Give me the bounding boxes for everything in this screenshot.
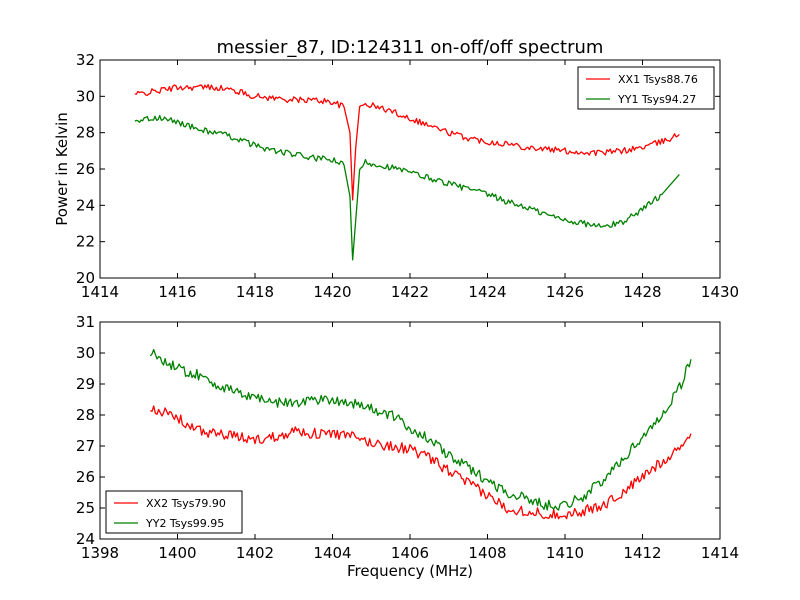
y-tick-label: 27: [76, 437, 95, 455]
y-tick-label: 30: [76, 344, 95, 362]
series-line-xx1: [134, 84, 680, 201]
x-axis-label: Frequency (MHz): [347, 562, 473, 580]
y-tick-label: 20: [76, 269, 95, 287]
y-tick-label: 28: [76, 124, 95, 142]
x-tick-label: 1414: [81, 283, 119, 301]
x-tick-label: 1404: [313, 544, 351, 562]
x-tick-label: 1408: [468, 544, 506, 562]
y-tick-label: 26: [76, 160, 95, 178]
x-tick-label: 1414: [701, 544, 739, 562]
x-tick-label: 1412: [623, 544, 661, 562]
legend-label: XX1 Tsys88.76: [618, 73, 698, 86]
x-tick-label: 1424: [468, 283, 506, 301]
legend-box: [105, 490, 243, 534]
y-tick-label: 25: [76, 499, 95, 517]
x-tick-label: 1422: [391, 283, 429, 301]
x-tick-label: 1400: [158, 544, 196, 562]
y-tick-label: 24: [76, 530, 95, 548]
legend: XX1 Tsys88.76 YY1 Tsys94.27: [577, 66, 715, 110]
y-axis-label: Power in Kelvin: [53, 112, 71, 226]
x-tick-label: 1420: [313, 283, 351, 301]
legend-box: [577, 66, 715, 110]
bottom-panel: 1398 1400 1402 1404 1406 1408 1410 1412 1414 24 25…: [76, 313, 739, 562]
y-tick-label: 26: [76, 468, 95, 486]
y-tick-label: 30: [76, 87, 95, 105]
y-tick-label: 22: [76, 233, 95, 251]
x-tick-label: 1402: [236, 544, 274, 562]
x-tick-label: 1398: [81, 544, 119, 562]
chart-title: messier_87, ID:124311 on-off/off spectru…: [217, 37, 604, 58]
y-tick-label: 32: [76, 51, 95, 69]
top-panel: 1414 1416 1418 1420 1422 1424 1426 1428 1430 20 22…: [76, 51, 739, 301]
y-tick-label: 28: [76, 406, 95, 424]
legend-label: YY2 Tsys99.95: [145, 517, 224, 530]
legend: XX2 Tsys79.90 YY2 Tsys99.95: [105, 490, 243, 534]
x-tick-label: 1430: [701, 283, 739, 301]
x-tick-label: 1406: [391, 544, 429, 562]
series-line-xx2: [150, 405, 692, 520]
y-tick-label: 31: [76, 313, 95, 331]
series-line-yy2: [149, 348, 692, 511]
x-tick-label: 1418: [236, 283, 274, 301]
x-tick-label: 1410: [546, 544, 584, 562]
y-tick-label: 24: [76, 196, 95, 214]
x-tick-label: 1426: [546, 283, 584, 301]
x-tick-label: 1416: [158, 283, 196, 301]
legend-label: XX2 Tsys79.90: [146, 497, 226, 510]
legend-label: YY1 Tsys94.27: [617, 93, 696, 106]
series-line-yy1: [134, 114, 680, 261]
x-tick-label: 1428: [623, 283, 661, 301]
y-tick-label: 29: [76, 375, 95, 393]
